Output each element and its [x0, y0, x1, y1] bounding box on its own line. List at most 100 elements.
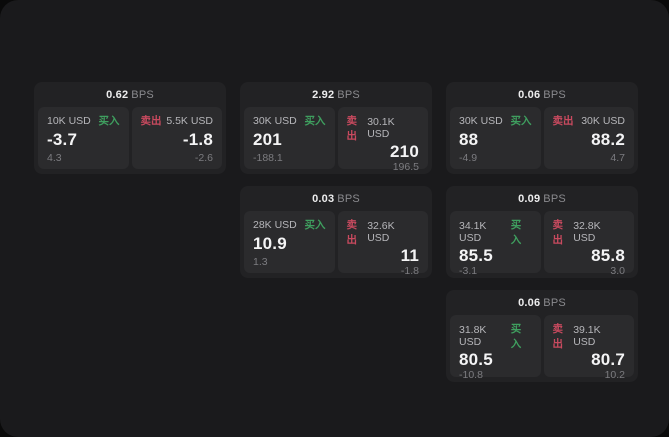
sell-side-label: 卖出	[346, 219, 358, 246]
sell-panel-top: 卖出 30K USD	[553, 113, 626, 128]
quote-card: 0.09 BPS 34.1K USD 买入 85.5 -3.1 卖出 32.8K …	[446, 186, 638, 278]
spread-header: 2.92 BPS	[244, 86, 428, 105]
buy-price: 88	[459, 130, 479, 149]
spread-value: 0.03	[312, 193, 335, 205]
bps-unit-label: BPS	[337, 193, 360, 205]
bps-unit-label: BPS	[337, 89, 360, 101]
sell-side-label: 卖出	[346, 115, 358, 142]
quote-card: 2.92 BPS 30K USD 买入 201 -188.1 卖出 30.1K U…	[240, 82, 432, 174]
buy-panel-top: 34.1K USD 买入	[459, 217, 532, 247]
buy-panel-top: 28K USD 买入	[253, 217, 326, 232]
sell-price: 80.7	[591, 350, 625, 369]
quote-card: 0.62 BPS 10K USD 买入 -3.7 4.3 卖出 5.5K USD	[34, 82, 226, 174]
buy-notional: 31.8K USD	[459, 324, 487, 348]
sell-side-label: 卖出	[552, 115, 574, 127]
sell-sub-value: -2.6	[194, 152, 213, 164]
quote-body: 30K USD 买入 88 -4.9 卖出 30K USD 88.2 4.7	[450, 107, 634, 169]
quote-body: 28K USD 买入 10.9 1.3 卖出 32.6K USD 11 -1.8	[244, 211, 428, 277]
sell-panel[interactable]: 卖出 30K USD 88.2 4.7	[543, 107, 634, 169]
sell-panel-top: 卖出 32.8K USD	[553, 217, 626, 247]
buy-sub-value: -3.1	[459, 265, 478, 277]
quote-card: 0.06 BPS 30K USD 买入 88 -4.9 卖出 30K USD	[446, 82, 638, 174]
sell-sub-value: 10.2	[604, 369, 625, 381]
sell-panel-top: 卖出 39.1K USD	[553, 321, 626, 351]
sell-panel-top: 卖出 30.1K USD	[347, 113, 420, 143]
buy-panel-top: 30K USD 买入	[253, 113, 326, 128]
spread-header: 0.62 BPS	[38, 86, 222, 105]
sell-sub-value: 196.5	[392, 161, 419, 173]
buy-panel[interactable]: 10K USD 买入 -3.7 4.3	[38, 107, 129, 169]
sell-price: -1.8	[182, 130, 213, 149]
sell-price: 210	[390, 142, 419, 161]
sell-side-label: 卖出	[140, 115, 162, 127]
sell-panel[interactable]: 卖出 5.5K USD -1.8 -2.6	[131, 107, 222, 169]
buy-panel[interactable]: 28K USD 买入 10.9 1.3	[244, 211, 335, 273]
quote-body: 34.1K USD 买入 85.5 -3.1 卖出 32.8K USD 85.8…	[450, 211, 634, 277]
bps-unit-label: BPS	[131, 89, 154, 101]
buy-price: 10.9	[253, 234, 287, 253]
buy-sub-value: 1.3	[253, 256, 268, 268]
sell-price: 88.2	[591, 130, 625, 149]
sell-panel-top: 卖出 5.5K USD	[141, 113, 214, 128]
spread-value: 0.06	[518, 89, 541, 101]
sell-notional: 32.6K USD	[367, 220, 395, 244]
buy-notional: 34.1K USD	[459, 220, 487, 244]
sell-panel-top: 卖出 32.6K USD	[347, 217, 420, 247]
buy-price: 85.5	[459, 246, 493, 265]
sell-side-label: 卖出	[552, 323, 564, 350]
buy-notional: 30K USD	[253, 114, 297, 127]
buy-panel[interactable]: 31.8K USD 买入 80.5 -10.8	[450, 315, 541, 381]
sell-notional: 5.5K USD	[166, 114, 213, 127]
sell-sub-value: -1.8	[400, 265, 419, 277]
buy-panel-top: 31.8K USD 买入	[459, 321, 532, 351]
buy-notional: 28K USD	[253, 218, 297, 231]
spread-value: 0.62	[106, 89, 129, 101]
sell-panel[interactable]: 卖出 32.6K USD 11 -1.8	[337, 211, 428, 277]
bps-unit-label: BPS	[543, 193, 566, 205]
buy-sub-value: 4.3	[47, 152, 62, 164]
spread-header: 0.03 BPS	[244, 190, 428, 209]
buy-panel-top: 30K USD 买入	[459, 113, 532, 128]
sell-price: 11	[400, 246, 419, 265]
sell-panel[interactable]: 卖出 32.8K USD 85.8 3.0	[543, 211, 634, 277]
buy-side-label: 买入	[510, 323, 522, 350]
sell-sub-value: 4.7	[610, 152, 625, 164]
sell-price: 85.8	[591, 246, 625, 265]
sell-notional: 32.8K USD	[573, 220, 601, 244]
sell-notional: 39.1K USD	[573, 324, 601, 348]
buy-sub-value: -10.8	[459, 369, 483, 381]
bps-unit-label: BPS	[543, 297, 566, 309]
buy-side-label: 买入	[98, 115, 120, 127]
quote-card: 0.06 BPS 31.8K USD 买入 80.5 -10.8 卖出 39.1K…	[446, 290, 638, 382]
quote-body: 10K USD 买入 -3.7 4.3 卖出 5.5K USD -1.8 -2.…	[38, 107, 222, 169]
buy-price: 201	[253, 130, 282, 149]
buy-side-label: 买入	[510, 115, 532, 127]
sell-notional: 30.1K USD	[367, 116, 395, 140]
bps-unit-label: BPS	[543, 89, 566, 101]
sell-notional: 30K USD	[581, 114, 625, 127]
buy-price: 80.5	[459, 350, 493, 369]
buy-panel[interactable]: 34.1K USD 买入 85.5 -3.1	[450, 211, 541, 277]
buy-notional: 10K USD	[47, 114, 91, 127]
quote-body: 31.8K USD 买入 80.5 -10.8 卖出 39.1K USD 80.…	[450, 315, 634, 381]
spread-value: 2.92	[312, 89, 335, 101]
buy-sub-value: -188.1	[253, 152, 283, 164]
spread-value: 0.09	[518, 193, 541, 205]
sell-panel[interactable]: 卖出 39.1K USD 80.7 10.2	[543, 315, 634, 381]
buy-notional: 30K USD	[459, 114, 503, 127]
spread-header: 0.06 BPS	[450, 294, 634, 313]
spread-header: 0.09 BPS	[450, 190, 634, 209]
buy-panel[interactable]: 30K USD 买入 88 -4.9	[450, 107, 541, 169]
spread-header: 0.06 BPS	[450, 86, 634, 105]
sell-panel[interactable]: 卖出 30.1K USD 210 196.5	[337, 107, 428, 173]
quote-card: 0.03 BPS 28K USD 买入 10.9 1.3 卖出 32.6K USD	[240, 186, 432, 278]
buy-panel[interactable]: 30K USD 买入 201 -188.1	[244, 107, 335, 169]
quote-body: 30K USD 买入 201 -188.1 卖出 30.1K USD 210 1…	[244, 107, 428, 173]
buy-side-label: 买入	[304, 115, 326, 127]
buy-price: -3.7	[47, 130, 78, 149]
spread-value: 0.06	[518, 297, 541, 309]
buy-panel-top: 10K USD 买入	[47, 113, 120, 128]
buy-side-label: 买入	[304, 219, 326, 231]
